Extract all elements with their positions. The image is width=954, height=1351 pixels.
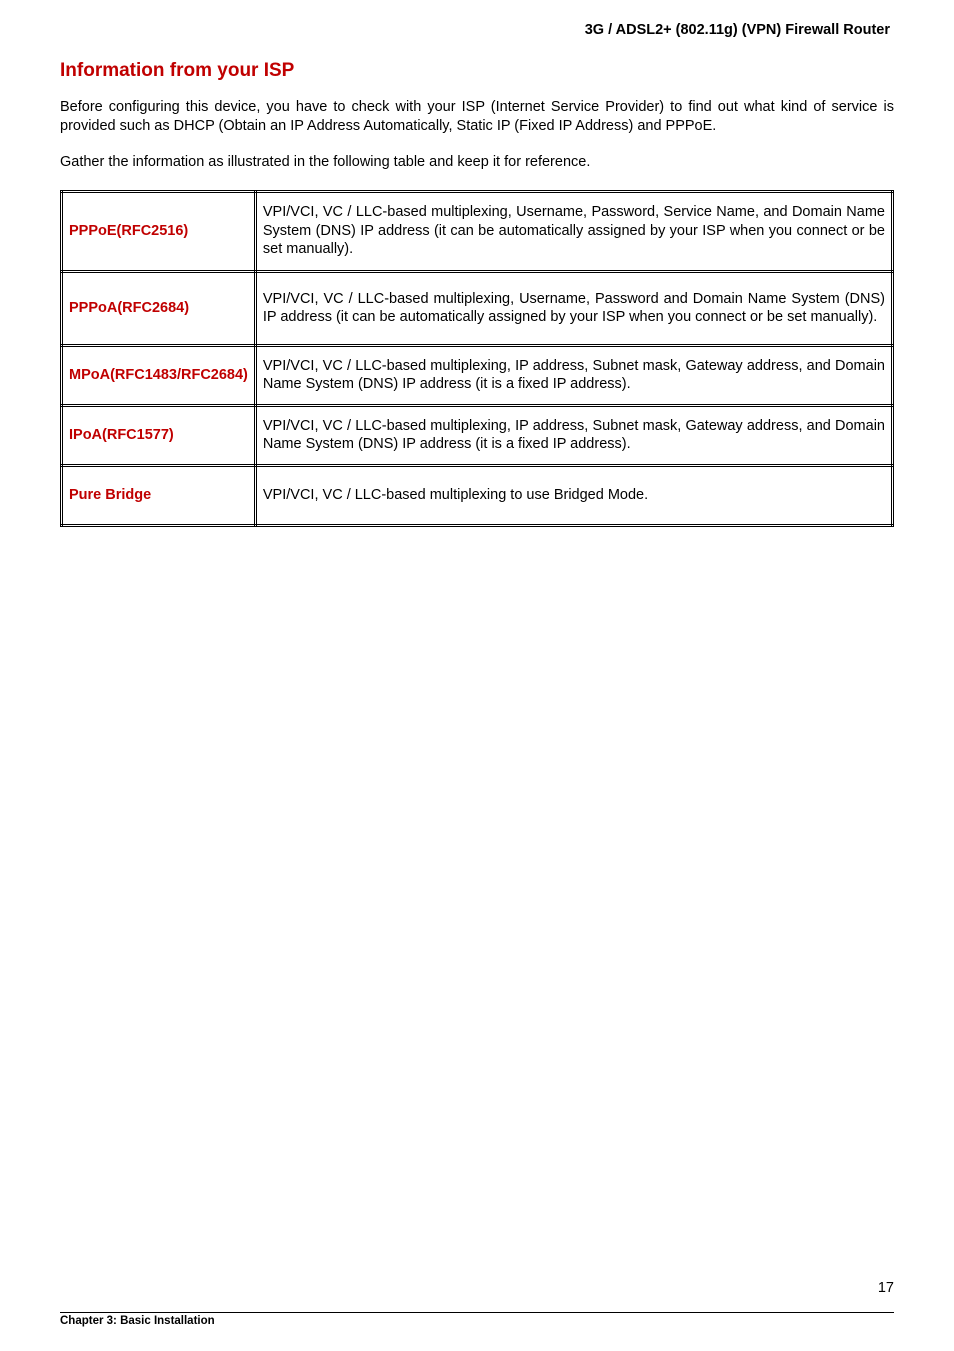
footer-chapter-label: Chapter 3: Basic Installation [60, 1315, 894, 1327]
protocol-label: PPPoE(RFC2516) [62, 191, 256, 271]
isp-info-table: PPPoE(RFC2516) VPI/VCI, VC / LLC-based m… [60, 190, 894, 527]
table-row: Pure Bridge VPI/VCI, VC / LLC-based mult… [62, 465, 893, 525]
table-row: MPoA(RFC1483/RFC2684) VPI/VCI, VC / LLC-… [62, 345, 893, 405]
table-row: PPPoA(RFC2684) VPI/VCI, VC / LLC-based m… [62, 271, 893, 345]
intro-paragraph: Before configuring this device, you have… [60, 98, 894, 135]
page-footer: 17 Chapter 3: Basic Installation [60, 1296, 894, 1327]
table-row: IPoA(RFC1577) VPI/VCI, VC / LLC-based mu… [62, 405, 893, 465]
protocol-description: VPI/VCI, VC / LLC-based multiplexing, Us… [255, 191, 892, 271]
gather-paragraph: Gather the information as illustrated in… [60, 153, 894, 172]
protocol-label: IPoA(RFC1577) [62, 405, 256, 465]
protocol-description: VPI/VCI, VC / LLC-based multiplexing to … [255, 465, 892, 525]
protocol-description: VPI/VCI, VC / LLC-based multiplexing, IP… [255, 345, 892, 405]
protocol-description: VPI/VCI, VC / LLC-based multiplexing, IP… [255, 405, 892, 465]
section-heading: Information from your ISP [60, 60, 894, 82]
page-header-title: 3G / ADSL2+ (802.11g) (VPN) Firewall Rou… [60, 0, 894, 38]
protocol-label: Pure Bridge [62, 465, 256, 525]
footer-divider [60, 1312, 894, 1313]
table-row: PPPoE(RFC2516) VPI/VCI, VC / LLC-based m… [62, 191, 893, 271]
protocol-label: PPPoA(RFC2684) [62, 271, 256, 345]
protocol-label: MPoA(RFC1483/RFC2684) [62, 345, 256, 405]
page-number: 17 [878, 1280, 894, 1296]
protocol-description: VPI/VCI, VC / LLC-based multiplexing, Us… [255, 271, 892, 345]
